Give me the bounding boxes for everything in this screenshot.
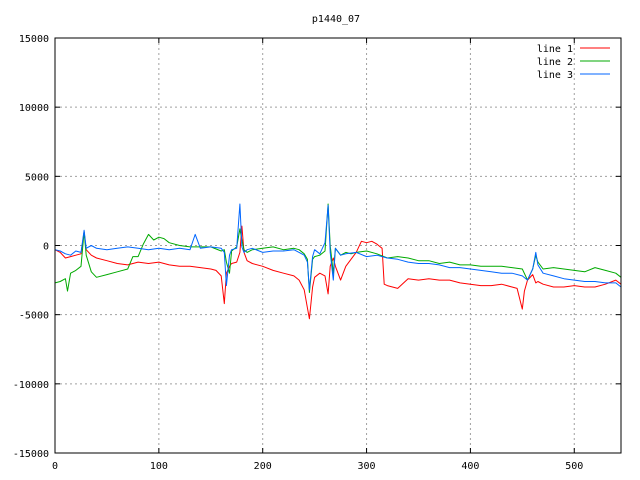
y-tick-label: 10000 [19,103,49,114]
legend-label-1: line 1 [537,44,573,55]
series-line-3 [54,203,622,291]
legend: line 1 line 2 line 3 [537,44,610,81]
grid [55,38,621,453]
series-line-1 [54,225,622,320]
x-tick-label: 400 [461,461,479,472]
x-tick-label: 100 [150,461,168,472]
legend-label-3: line 3 [537,70,573,81]
x-tick-label: 500 [565,461,583,472]
y-tick-label: -10000 [13,380,49,391]
y-tick-label: 15000 [19,34,49,45]
x-tick-label: 300 [358,461,376,472]
x-tick-label: 0 [52,461,58,472]
legend-label-2: line 2 [537,57,573,68]
x-tick-label: 200 [254,461,272,472]
y-tick-label: -5000 [19,311,49,322]
chart-title: p1440_07 [312,14,360,25]
series-group [54,203,622,320]
series-line-2 [54,203,622,293]
axis-ticks: 0 100 200 300 400 500 -15000 -10000 -5000 0 5000 10… [13,34,621,472]
y-tick-label: -15000 [13,449,49,460]
y-tick-label: 0 [43,242,49,253]
y-tick-label: 5000 [25,172,49,183]
